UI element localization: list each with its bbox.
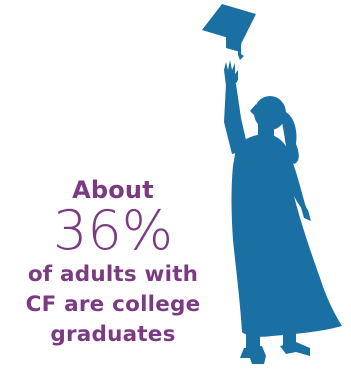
stat-prefix: About bbox=[72, 176, 154, 204]
stat-line-2: CF are college bbox=[25, 292, 201, 317]
graduate-silhouette-icon bbox=[224, 60, 342, 364]
stat-line-3: graduates bbox=[50, 322, 176, 347]
stat-line-1: of adults with bbox=[27, 262, 199, 287]
mortarboard-icon bbox=[202, 4, 256, 60]
stat-callout: About 36% of adults with CF are college … bbox=[2, 174, 224, 350]
stat-value: 36% bbox=[52, 199, 174, 262]
